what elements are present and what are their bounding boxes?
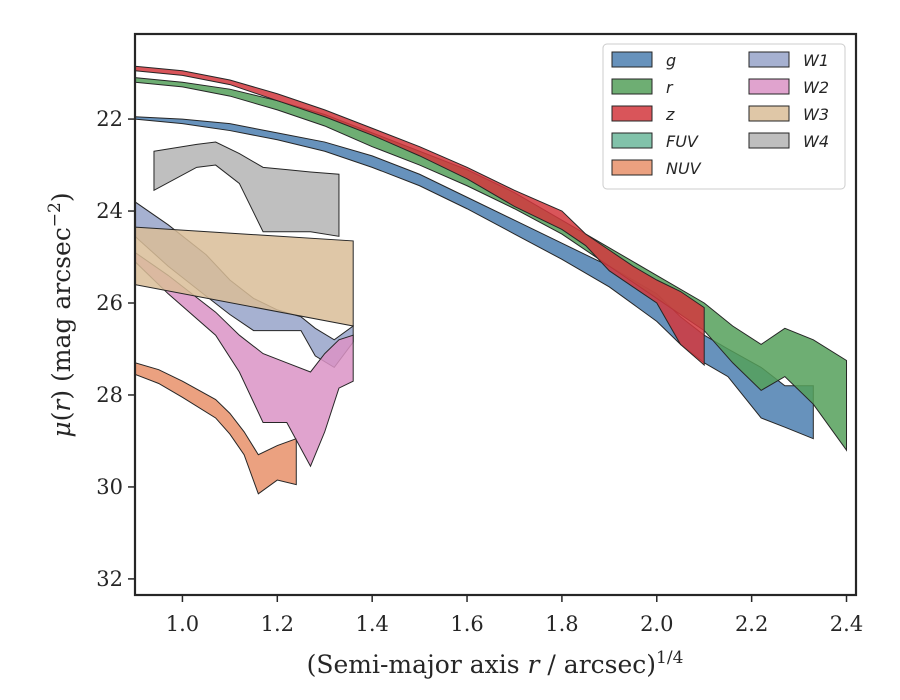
legend-swatch-w4 <box>748 132 790 149</box>
band-g <box>135 116 814 440</box>
legend-label-fuv: FUV <box>666 132 699 151</box>
x-tick-label: 2.2 <box>735 612 768 636</box>
band-w3 <box>135 226 354 327</box>
x-tick-label: 1.4 <box>355 612 388 636</box>
x-axis-ticks: 1.0 1.2 1.4 1.6 1.8 2.0 2.2 2.4 <box>166 595 863 636</box>
profile-bands <box>135 65 848 495</box>
y-tick-label: 28 <box>96 383 123 407</box>
y-tick-label: 24 <box>96 199 123 223</box>
legend-swatch-g <box>611 51 653 68</box>
y-tick-label: 32 <box>96 567 123 591</box>
legend-label-w4: W4 <box>803 132 829 151</box>
legend-label-r: r <box>666 78 674 97</box>
legend-label-w3: W3 <box>803 105 829 124</box>
x-tick-label: 1.8 <box>545 612 578 636</box>
legend-swatch-w2 <box>748 78 790 95</box>
legend-swatch-w1 <box>748 51 790 68</box>
y-axis-label: μ(r) (mag arcsec−2) <box>45 192 76 437</box>
y-tick-label: 26 <box>96 291 123 315</box>
x-tick-label: 2.0 <box>640 612 673 636</box>
legend-swatch-nuv <box>611 159 653 176</box>
y-axis-ticks: 22 24 26 28 30 32 <box>96 107 135 591</box>
legend-label-z: z <box>665 105 675 124</box>
band-w2 <box>135 251 354 468</box>
plot-frame <box>133 32 858 597</box>
legend-label-nuv: NUV <box>666 159 702 178</box>
legend-swatch-w3 <box>748 105 790 122</box>
y-tick-label: 22 <box>96 107 123 131</box>
legend-swatch-fuv <box>611 132 653 149</box>
band-nuv <box>135 362 297 495</box>
legend-label-w1: W1 <box>803 51 829 70</box>
x-tick-label: 1.0 <box>166 612 199 636</box>
band-z <box>135 65 705 367</box>
legend: grz FUV NUV W1 W2 W3 W4 <box>602 43 846 190</box>
band-w4 <box>153 141 340 237</box>
x-tick-label: 1.6 <box>450 612 483 636</box>
x-tick-label: 2.4 <box>830 612 863 636</box>
y-tick-label: 30 <box>96 475 123 499</box>
x-axis-label: (Semi-major axis r / arcsec)1/4 <box>307 648 684 679</box>
legend-swatch-z <box>611 105 653 122</box>
x-tick-label: 1.2 <box>261 612 294 636</box>
legend-label-g: g <box>666 51 676 70</box>
legend-label-w2: W2 <box>803 78 829 97</box>
legend-swatch-r <box>611 78 653 95</box>
